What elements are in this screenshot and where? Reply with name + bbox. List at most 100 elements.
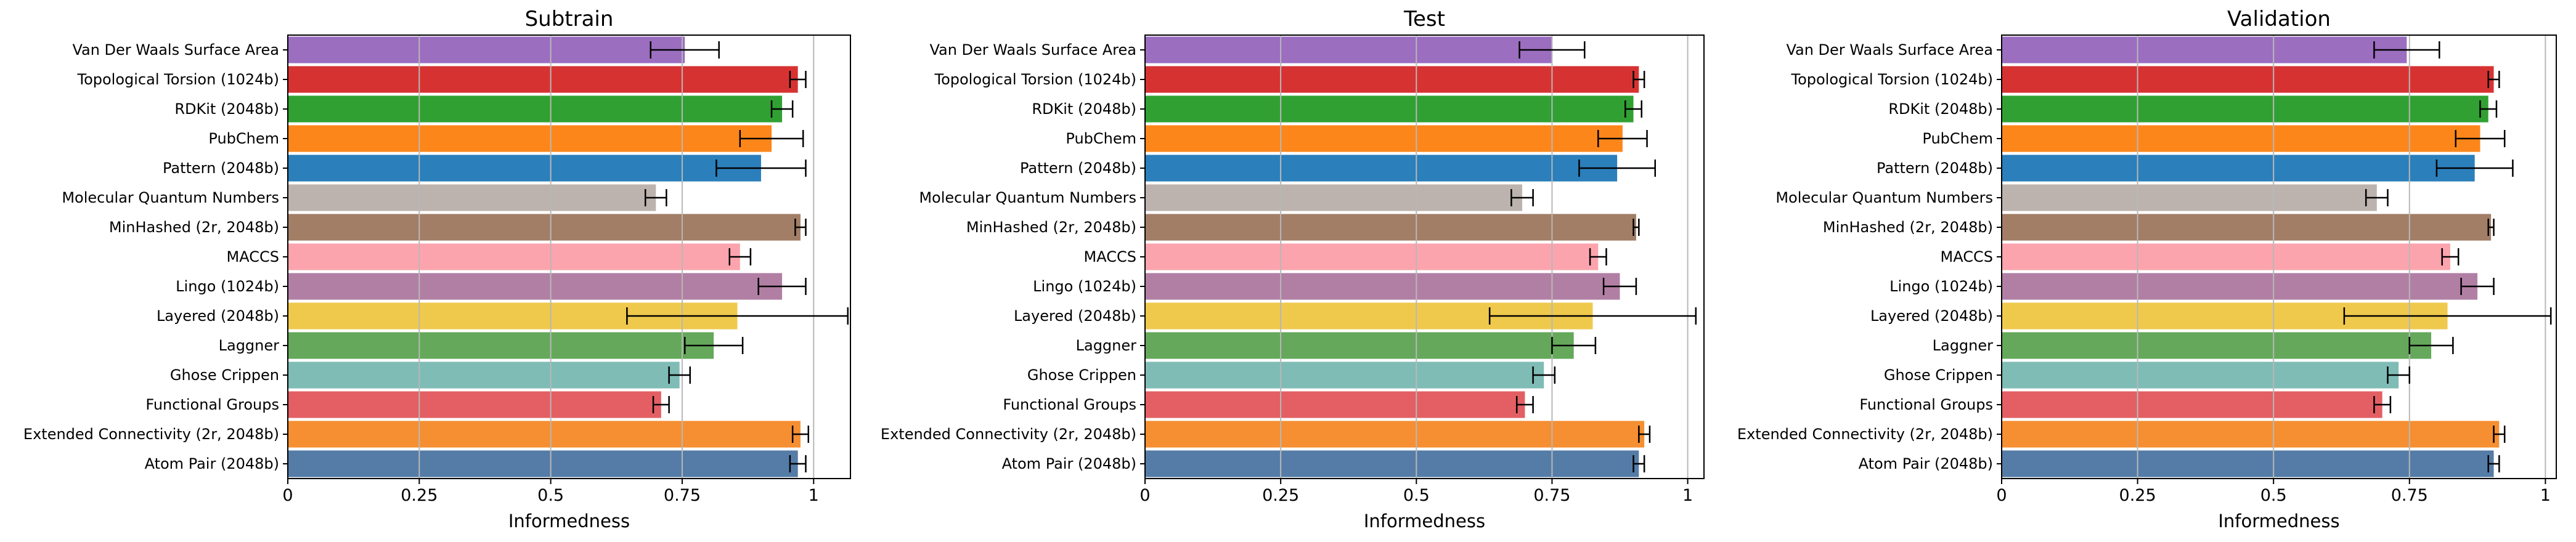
- x-tick-label: 0: [1139, 486, 1150, 505]
- bar: [288, 125, 772, 152]
- x-tick-label: 0.25: [1262, 486, 1299, 505]
- x-tick-label: 0.5: [1403, 486, 1430, 505]
- y-tick-label: Layered (2048b): [157, 307, 279, 325]
- x-tick-label: 1: [2540, 486, 2551, 505]
- x-axis-label: Informedness: [1364, 511, 1485, 532]
- chart-title: Subtrain: [525, 7, 614, 31]
- bar: [288, 391, 661, 418]
- bar: [2002, 362, 2399, 389]
- y-tick-label: Laggner: [1933, 337, 1994, 354]
- y-tick-label: Laggner: [1076, 337, 1137, 354]
- bar: [288, 95, 783, 123]
- bar: [2002, 332, 2432, 359]
- bar: [1145, 421, 1645, 448]
- y-tick-label: Van Der Waals Surface Area: [1786, 41, 1993, 59]
- y-tick-label: Extended Connectivity (2r, 2048b): [23, 426, 279, 443]
- bar: [288, 421, 801, 448]
- bar: [2002, 66, 2494, 93]
- y-tick-label: MinHashed (2r, 2048b): [109, 219, 279, 236]
- y-tick-label: Layered (2048b): [1870, 307, 1993, 325]
- x-tick-label: 0.5: [2260, 486, 2287, 505]
- bar: [1145, 273, 1620, 300]
- bar: [1145, 184, 1523, 211]
- y-tick-label: Topological Torsion (1024b): [76, 71, 279, 88]
- y-tick-label: Van Der Waals Surface Area: [72, 41, 279, 59]
- bar: [1145, 243, 1599, 270]
- x-axis-label: Informedness: [508, 511, 630, 532]
- y-tick-label: Topological Torsion (1024b): [934, 71, 1136, 88]
- bar: [288, 184, 656, 211]
- y-tick-label: Ghose Crippen: [1027, 366, 1136, 384]
- y-tick-label: Ghose Crippen: [1884, 366, 1993, 384]
- y-tick-label: MinHashed (2r, 2048b): [1823, 219, 1993, 236]
- y-tick-label: Topological Torsion (1024b): [1790, 71, 1993, 88]
- bar: [288, 450, 798, 477]
- y-tick-label: Ghose Crippen: [170, 366, 279, 384]
- chart-panel-validation: Van Der Waals Surface Area Topological To…: [1737, 7, 2557, 532]
- bar: [288, 66, 798, 93]
- bar: [2002, 36, 2407, 63]
- y-tick-label: RDKit (2048b): [1032, 100, 1136, 118]
- y-tick-label: RDKit (2048b): [174, 100, 279, 118]
- bar: [2002, 391, 2382, 418]
- x-tick-label: 0.75: [1533, 486, 1570, 505]
- x-tick-label: 0: [282, 486, 293, 505]
- y-tick-label: Layered (2048b): [1014, 307, 1136, 325]
- chart-title: Test: [1403, 7, 1445, 31]
- x-tick-label: 1: [1682, 486, 1693, 505]
- x-tick-label: 0.5: [537, 486, 564, 505]
- y-tick-label: MACCS: [1084, 248, 1136, 265]
- bar: [1145, 214, 1636, 241]
- y-tick-label: Pattern (2048b): [163, 160, 279, 177]
- bar: [288, 214, 801, 241]
- y-tick-label: MACCS: [227, 248, 279, 265]
- bar: [2002, 95, 2488, 123]
- y-tick-label: Extended Connectivity (2r, 2048b): [881, 426, 1136, 443]
- y-tick-label: Extended Connectivity (2r, 2048b): [1737, 426, 1993, 443]
- y-tick-label: MinHashed (2r, 2048b): [966, 219, 1136, 236]
- bar: [288, 155, 761, 182]
- bar: [1145, 450, 1639, 477]
- y-tick-label: Lingo (1024b): [1889, 278, 1993, 295]
- y-tick-label: MACCS: [1941, 248, 1993, 265]
- y-tick-label: Functional Groups: [1003, 396, 1136, 413]
- bar: [2002, 243, 2450, 270]
- bar: [1145, 362, 1544, 389]
- y-tick-label: PubChem: [1922, 130, 1993, 147]
- y-tick-label: Molecular Quantum Numbers: [1775, 189, 1993, 206]
- y-tick-label: Lingo (1024b): [1033, 278, 1136, 295]
- y-tick-label: Pattern (2048b): [1020, 160, 1136, 177]
- x-tick-label: 0.75: [664, 486, 701, 505]
- y-tick-label: Atom Pair (2048b): [145, 455, 279, 472]
- x-tick-label: 0: [1996, 486, 2007, 505]
- y-tick-label: Van Der Waals Surface Area: [929, 41, 1136, 59]
- bar: [1145, 125, 1623, 152]
- x-tick-label: 0.75: [2391, 486, 2428, 505]
- y-tick-label: PubChem: [208, 130, 279, 147]
- y-tick-label: Atom Pair (2048b): [1002, 455, 1136, 472]
- y-tick-label: Atom Pair (2048b): [1859, 455, 1993, 472]
- x-tick-label: 0.25: [2119, 486, 2156, 505]
- y-tick-label: Pattern (2048b): [1877, 160, 1993, 177]
- x-axis-label: Informedness: [2218, 511, 2339, 532]
- bar: [1145, 36, 1552, 63]
- bar: [288, 243, 740, 270]
- bar: [2002, 214, 2492, 241]
- y-tick-label: Molecular Quantum Numbers: [62, 189, 279, 206]
- y-tick-label: Lingo (1024b): [176, 278, 279, 295]
- bar: [2002, 125, 2480, 152]
- bar: [288, 273, 783, 300]
- bar: [1145, 155, 1618, 182]
- bar: [1145, 332, 1574, 359]
- bar: [1145, 66, 1639, 93]
- y-tick-label: Functional Groups: [145, 396, 279, 413]
- bar: [2002, 421, 2500, 448]
- bar: [2002, 155, 2475, 182]
- chart-title: Validation: [2227, 7, 2331, 31]
- y-tick-label: Functional Groups: [1859, 396, 1993, 413]
- bar: [2002, 273, 2478, 300]
- bar: [1145, 391, 1525, 418]
- y-tick-label: PubChem: [1066, 130, 1136, 147]
- bar: [2002, 450, 2494, 477]
